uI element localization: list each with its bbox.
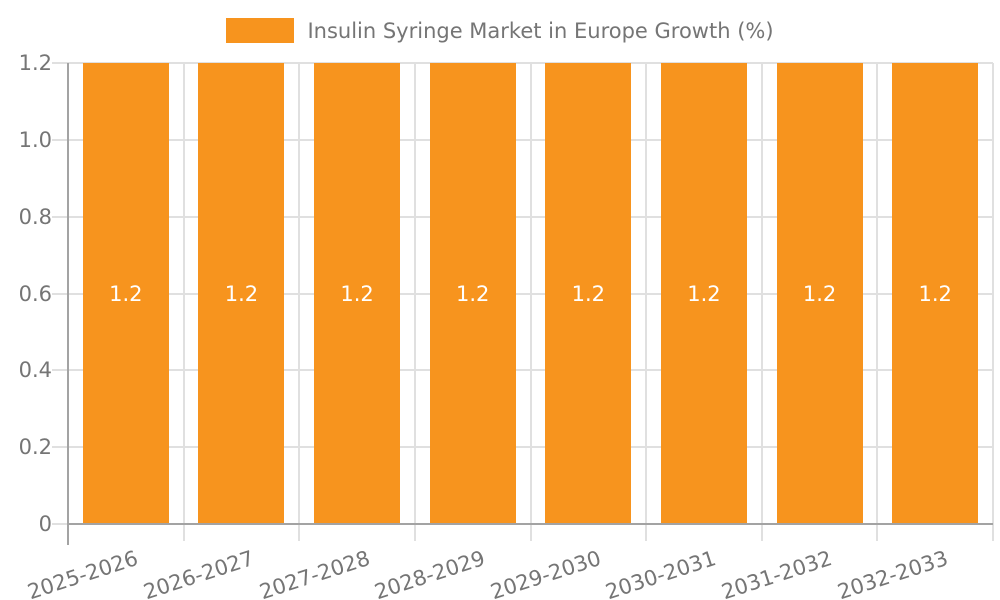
bar-value-label: 1.2 [340,281,374,306]
bar-value-label: 1.2 [571,281,606,306]
legend-label: Insulin Syringe Market in Europe Growth … [307,18,774,43]
gridline-vertical [529,63,532,541]
y-axis-tick-label: 0.8 [18,204,52,229]
gridline-vertical [992,63,994,541]
bar-value-label: 1.2 [918,281,952,306]
x-axis-tick-label: 2027-2028 [256,546,373,600]
gridline-horizontal [52,215,993,218]
bar-value-label: 1.2 [109,281,143,306]
x-axis-tick-label: 2029-2030 [487,546,604,600]
x-axis-tick-label: 2026-2027 [140,546,257,600]
bar[interactable] [892,63,979,524]
bar[interactable] [776,63,863,524]
y-axis-tick-label: 0 [38,512,52,536]
bar[interactable] [429,63,516,524]
gridline-vertical [413,63,416,541]
gridline-horizontal [52,138,993,141]
legend-swatch [226,18,295,43]
x-axis-tick-label: 2032-2033 [834,546,951,600]
y-axis-tick-label: 1.2 [18,51,52,75]
x-axis-tick-label: 2031-2032 [718,546,835,600]
y-axis-tick-label: 0.4 [18,358,52,383]
bar-value-label: 1.2 [802,281,837,306]
gridline-vertical [298,63,301,541]
bar[interactable] [314,63,401,524]
y-axis-tick-label: 0.2 [18,435,52,460]
bar-value-label: 1.2 [687,281,721,306]
bar-value-label: 1.2 [455,281,490,306]
gridline-horizontal [52,62,993,64]
bar[interactable] [198,63,285,524]
gridline-horizontal [52,292,993,295]
x-axis-line [67,523,993,525]
bar-value-label: 1.2 [224,281,259,306]
bar[interactable] [545,63,632,524]
y-axis-tick-label: 0.6 [18,281,52,306]
y-axis-tick-label: 1.0 [18,127,52,152]
gridline-horizontal [52,446,993,449]
x-axis-tick-label: 2025-2026 [24,546,142,600]
gridline-horizontal [52,369,993,372]
gridline-vertical [645,63,648,541]
legend: Insulin Syringe Market in Europe Growth … [0,18,1000,43]
x-axis-tick-label: 2028-2029 [371,546,489,600]
bar[interactable] [82,63,169,524]
gridline-vertical [182,63,185,541]
y-axis-line [67,63,69,545]
bar[interactable] [660,63,747,524]
gridline-vertical [760,63,763,541]
x-axis-tick-label: 2030-2031 [603,546,720,600]
gridline-vertical [876,63,879,541]
